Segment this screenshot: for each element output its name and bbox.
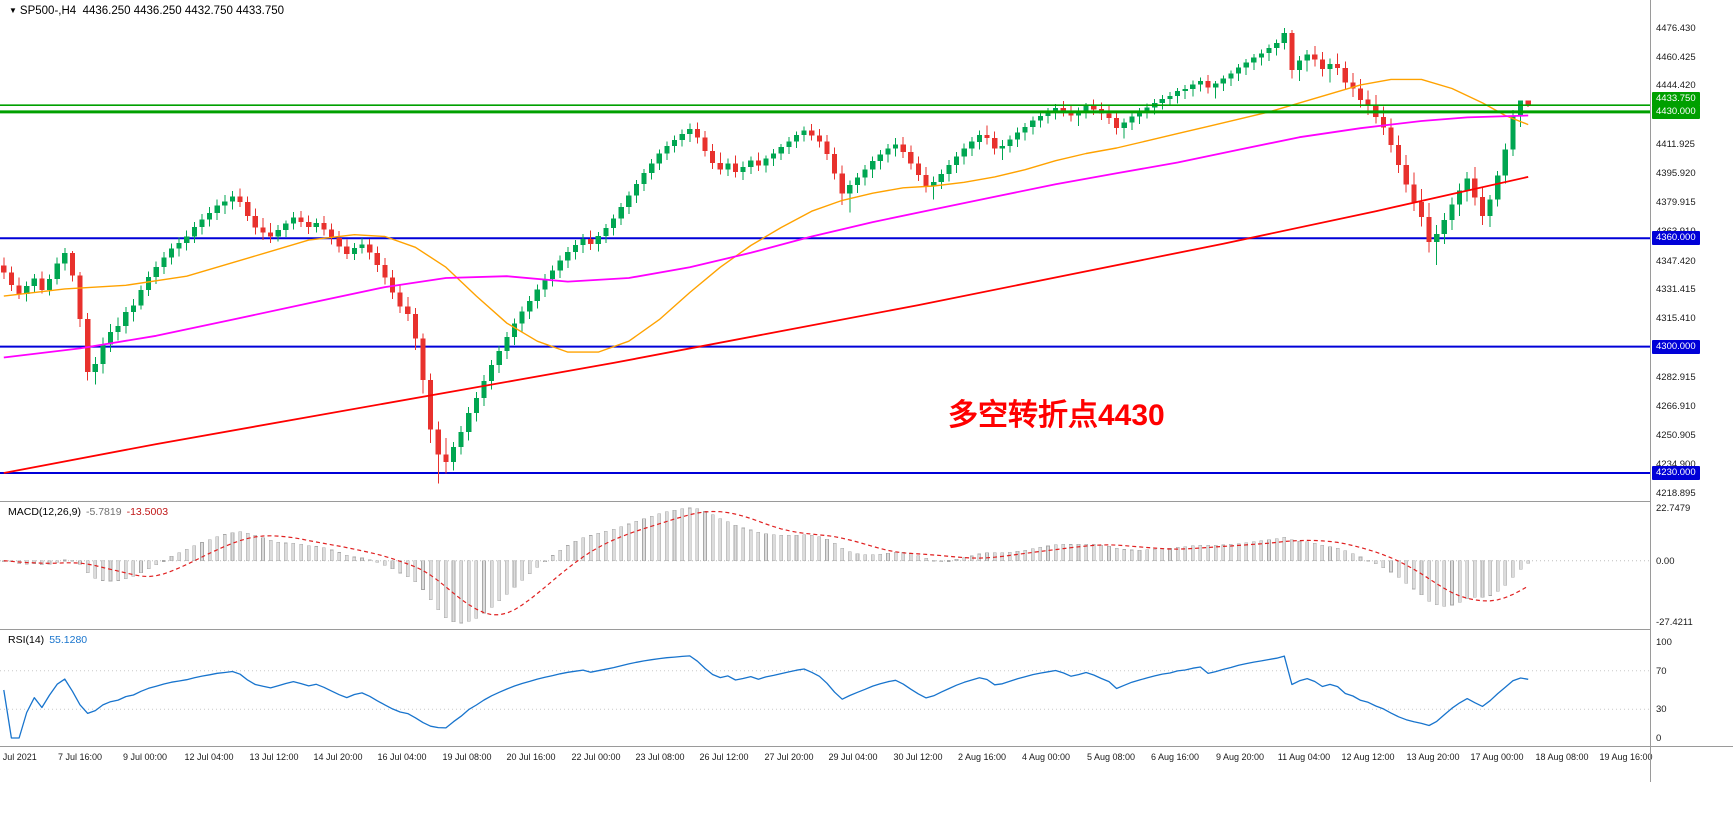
- macd-name: MACD(12,26,9): [8, 506, 81, 518]
- price-axis-tick: 4444.420: [1656, 80, 1696, 92]
- macd-value-signal: -13.5003: [126, 506, 169, 518]
- rsi-canvas: [0, 655, 1651, 739]
- price-axis-tick: 4282.915: [1656, 371, 1696, 383]
- time-axis-label: 19 Aug 16:00: [1599, 752, 1653, 762]
- price-line-label-box: 4230.000: [1652, 466, 1700, 481]
- rsi-panel[interactable]: [0, 630, 1651, 746]
- time-axis-label: 13 Aug 20:00: [1406, 752, 1460, 762]
- time-axis-label: 23 Jul 08:00: [635, 752, 685, 762]
- pivot-lines-green: [0, 104, 1651, 114]
- ma-mid-magenta: [3, 114, 1529, 359]
- price-axis-tick: 4347.420: [1656, 255, 1696, 267]
- macd-indicator-label: MACD(12,26,9) -5.7819 -13.5003: [8, 506, 168, 518]
- macd-axis-min: -27.4211: [1656, 617, 1693, 628]
- rsi-value: 55.1280: [49, 634, 88, 646]
- price-line-label-box: 4360.000: [1652, 231, 1700, 246]
- time-axis-label: 18 Aug 08:00: [1535, 752, 1589, 762]
- price-axis-tick: 4218.895: [1656, 487, 1696, 499]
- time-axis-label: 12 Aug 12:00: [1341, 752, 1395, 762]
- rsi-axis-tick: 30: [1656, 704, 1667, 716]
- chart-symbol-period: SP500-,H4: [19, 5, 77, 17]
- price-axis-tick: 4476.430: [1656, 22, 1696, 34]
- panel-separator-rsi-time: [0, 746, 1733, 747]
- time-axis-label: 30 Jul 12:00: [893, 752, 943, 762]
- macd-axis-max: 22.7479: [1656, 503, 1691, 514]
- panel-separator-macd-rsi: [0, 629, 1733, 630]
- price-axis-separator: [1650, 0, 1651, 782]
- time-axis-label: 22 Jul 00:00: [571, 752, 621, 762]
- price-axis-tick: 4460.425: [1656, 51, 1696, 63]
- candlestick-series: [1, 28, 1531, 484]
- annotation-text: 多空转折点4430: [948, 399, 1165, 432]
- panel-separator-main-macd: [0, 501, 1733, 502]
- macd-signal-line: [3, 510, 1529, 616]
- time-axis-label: 20 Jul 16:00: [506, 752, 556, 762]
- time-axis-label: 19 Jul 08:00: [442, 752, 492, 762]
- time-axis-label: 7 Jul 16:00: [57, 752, 103, 762]
- ma-slow-red: [3, 176, 1529, 474]
- macd-histogram: [1, 507, 1530, 624]
- price-axis-tick: 4331.415: [1656, 284, 1696, 296]
- time-axis-label: 13 Jul 12:00: [249, 752, 299, 762]
- price-axis-tick: 4315.410: [1656, 313, 1696, 325]
- time-axis-label: 6 Jul 2021: [0, 752, 37, 762]
- rsi-axis-tick: 0: [1656, 733, 1662, 744]
- price-axis[interactable]: 4476.4304460.4254444.4204428.4154411.925…: [1651, 0, 1733, 746]
- time-axis-label: 16 Jul 04:00: [377, 752, 427, 762]
- price-axis-tick: 4411.925: [1656, 139, 1695, 151]
- price-axis-tick: 4250.905: [1656, 429, 1696, 441]
- macd-panel[interactable]: [0, 502, 1651, 629]
- time-axis-label: 9 Aug 20:00: [1215, 752, 1265, 762]
- time-axis-label: 14 Jul 20:00: [313, 752, 363, 762]
- macd-value-main: -5.7819: [85, 506, 122, 518]
- time-axis-label: 27 Jul 20:00: [764, 752, 814, 762]
- time-axis-label: 4 Aug 00:00: [1021, 752, 1071, 762]
- time-axis-label: 9 Jul 00:00: [122, 752, 168, 762]
- time-axis-label: 5 Aug 08:00: [1086, 752, 1136, 762]
- rsi-axis-tick: 70: [1656, 665, 1667, 677]
- rsi-line: [3, 655, 1529, 739]
- time-axis-label: 11 Aug 04:00: [1277, 752, 1331, 762]
- support-resistance-lines: [0, 237, 1651, 474]
- chart-ohlc-values: 4436.250 4436.250 4432.750 4433.750: [82, 5, 285, 17]
- price-axis-tick: 4234.900: [1656, 458, 1696, 470]
- time-axis-label: 29 Jul 04:00: [828, 752, 878, 762]
- main-chart-canvas: [0, 28, 1651, 484]
- macd-canvas: [0, 507, 1651, 624]
- price-line-label-box: 4433.750: [1652, 91, 1700, 106]
- time-axis-label: 17 Aug 00:00: [1470, 752, 1524, 762]
- time-axis[interactable]: 6 Jul 2021 7 Jul 16:00 9 Jul 00:00 12 Jul 0…: [0, 747, 1733, 787]
- price-axis-tick: 4395.920: [1656, 167, 1696, 179]
- price-axis-tick: 4266.910: [1656, 400, 1696, 412]
- price-line-label-box: 4300.000: [1652, 339, 1700, 354]
- chart-dropdown-icon[interactable]: ▼: [9, 6, 17, 15]
- time-axis-label: 6 Aug 16:00: [1150, 752, 1200, 762]
- rsi-name: RSI(14): [8, 634, 45, 646]
- time-axis-label: 2 Aug 16:00: [957, 752, 1007, 762]
- main-chart-panel[interactable]: [0, 0, 1651, 501]
- rsi-axis-tick: 100: [1656, 637, 1672, 648]
- price-axis-tick: 4363.910: [1656, 226, 1696, 237]
- chart-title-bar: ▼ SP500-,H4 4436.250 4436.250 4432.750 44…: [9, 5, 284, 17]
- time-axis-label: 12 Jul 04:00: [184, 752, 234, 762]
- macd-axis-zero: 0.00: [1656, 555, 1675, 567]
- price-axis-tick: 4379.915: [1656, 196, 1696, 208]
- ma-fast-orange: [3, 78, 1529, 353]
- time-axis-label: 26 Jul 12:00: [699, 752, 749, 762]
- price-line-label-box: 4430.000: [1652, 104, 1700, 119]
- rsi-indicator-label: RSI(14) 55.1280: [8, 634, 87, 646]
